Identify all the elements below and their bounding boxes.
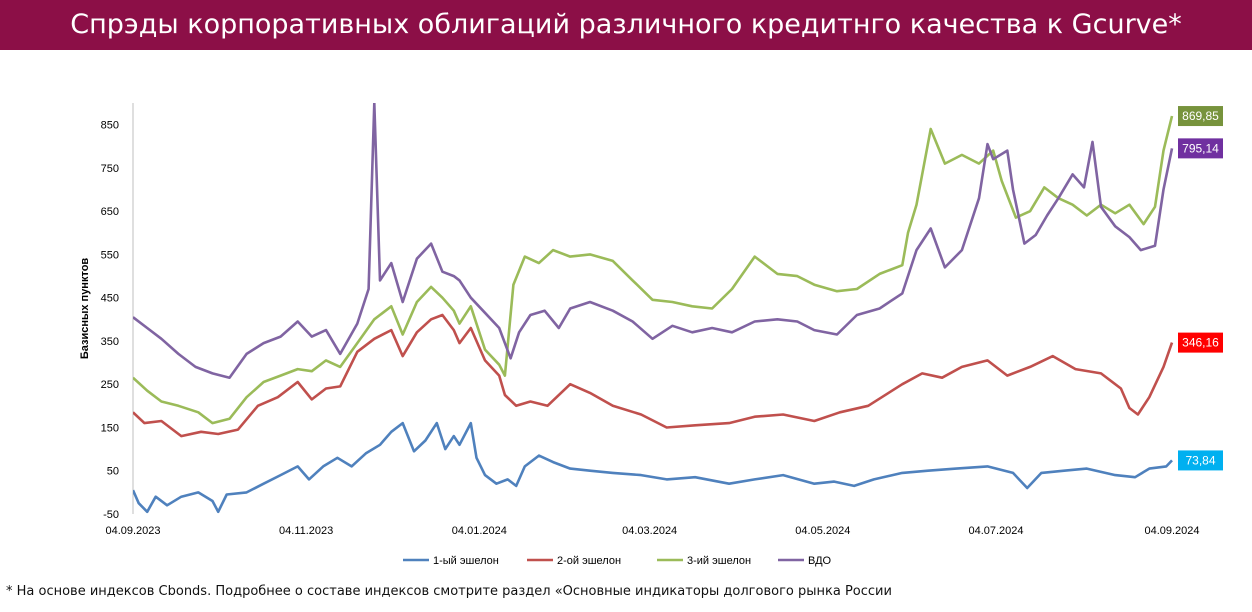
y-tick-label: 850 <box>101 120 119 132</box>
legend-label: 2-ой эшелон <box>557 555 621 567</box>
x-tick-label: 04.01.2024 <box>452 525 507 537</box>
line-chart: -50 50 150 250 350 450 550 650 750 850 04.09.2023 0… <box>79 103 1223 567</box>
y-tick-label: 550 <box>101 249 119 261</box>
end-value-badge <box>1178 138 1223 159</box>
y-axis-label: Базисных пунктов <box>79 258 91 360</box>
legend-label: 1-ый эшелон <box>433 555 499 567</box>
page-title: Спрэды корпоративных облигаций различног… <box>0 0 1252 50</box>
x-tick-label: 04.09.2023 <box>105 525 160 537</box>
end-value-label: 869,85 <box>1182 109 1219 123</box>
y-tick-label: -50 <box>103 509 119 521</box>
x-tick-label: 04.11.2023 <box>279 525 333 537</box>
x-tick-label: 04.09.2024 <box>1144 525 1199 537</box>
end-value-label: 73,84 <box>1185 453 1215 467</box>
x-tick-label: 04.07.2024 <box>968 525 1023 537</box>
series-line-1 <box>133 421 1173 514</box>
end-value-badge <box>1178 332 1223 353</box>
y-tick-label: 250 <box>101 379 119 391</box>
y-tick-label: 50 <box>107 466 119 478</box>
end-value-label: 346,16 <box>1182 336 1219 350</box>
footnote: * На основе индексов Cbonds. Подробнее о… <box>6 584 892 599</box>
y-tick-label: 650 <box>101 206 119 218</box>
end-value-badge <box>1178 450 1223 471</box>
legend-label: 3-ий эшелон <box>687 555 751 567</box>
y-tick-label: 450 <box>101 293 119 305</box>
y-tick-label: 350 <box>101 336 119 348</box>
y-tick-label: 750 <box>101 163 119 175</box>
series-line-3 <box>133 115 1174 425</box>
y-tick-label: 150 <box>101 422 119 434</box>
x-tick-label: 04.05.2024 <box>795 525 850 537</box>
end-value-label: 795,14 <box>1182 141 1219 155</box>
legend-label: ВДО <box>808 555 832 567</box>
series-line-2 <box>133 313 1174 438</box>
series-line-4 <box>133 103 1174 379</box>
x-tick-label: 04.03.2024 <box>622 525 677 537</box>
end-value-badge <box>1178 106 1223 127</box>
